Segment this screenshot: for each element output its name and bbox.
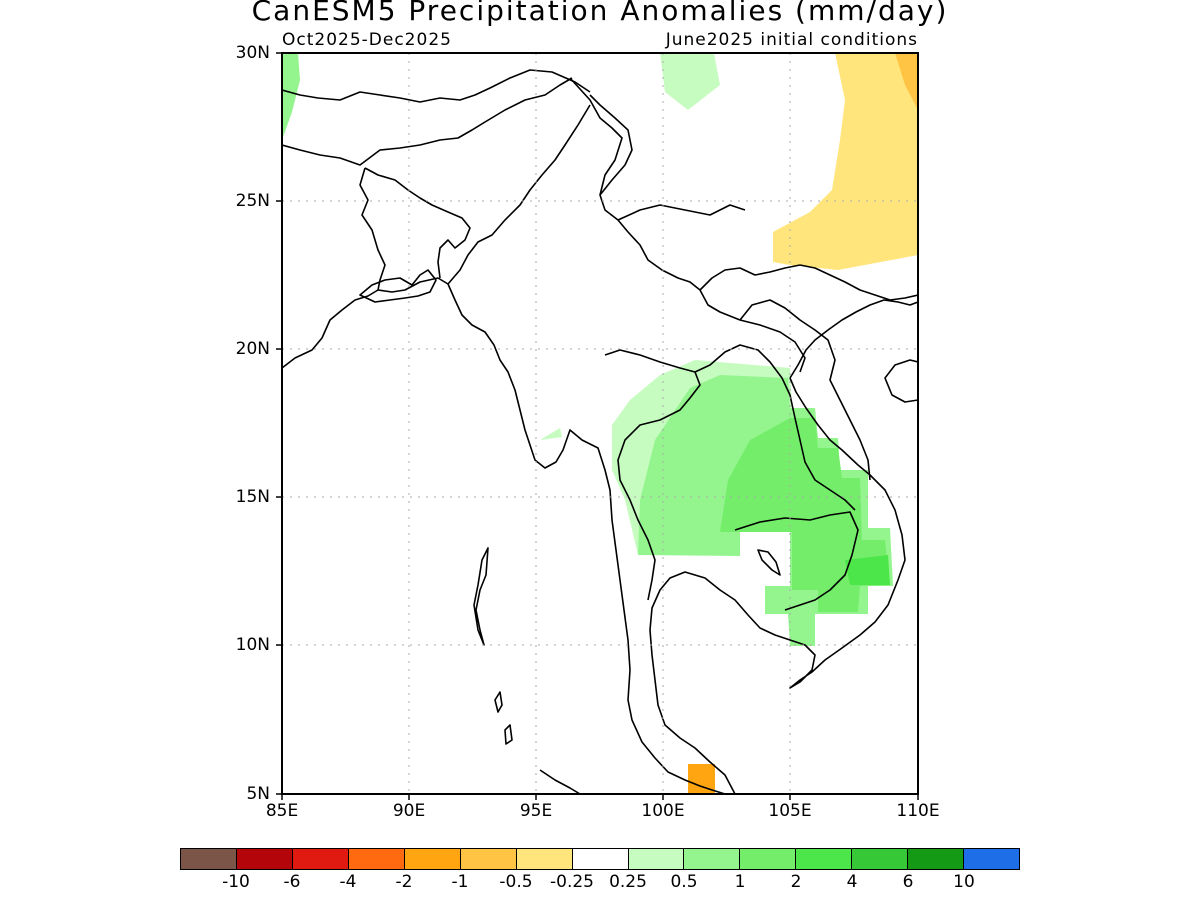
negative-anomaly-strong-region [688,764,715,794]
colorbar-swatch [908,849,965,869]
border-laos-vietnam [739,299,871,481]
lat-tick-label: 5N [246,784,270,804]
coastline-gulf-of-thailand [649,377,906,794]
colorbar-label: 0.25 [609,872,647,892]
colorbar-label: 0.5 [670,872,698,892]
positive-anomaly-weak-region [540,428,562,440]
colorbar-swatch [964,849,1020,869]
border-china-laos [699,264,801,291]
colorbar-swatch [181,849,237,869]
lon-tick-label: 100E [641,801,685,821]
colorbar-swatch [460,849,517,869]
coastline-nicobar-islands [494,691,513,745]
lon-tick-label: 85E [265,801,299,821]
border-yunnan [617,204,746,221]
lat-tick-label: 25N [235,191,270,211]
colorbar-swatch [236,849,293,869]
lat-tick-label: 30N [235,43,270,63]
border-nepal-bhutan [282,77,573,166]
coastline-ganges-delta [359,269,437,303]
colorbar-label: -4 [339,872,357,892]
lon-tick-label: 90E [392,801,426,821]
negative-anomaly-moderate-region [895,53,918,110]
colorbar-swatch [292,849,349,869]
coastline-tonle-sap [757,549,781,576]
coastline-gulf-of-tonkin [789,299,918,379]
colorbar-swatch [684,849,741,869]
lat-tick-label: 15N [235,487,270,507]
coastline-hainan [884,359,918,403]
coastlines-and-borders [282,69,918,794]
positive-anomaly-light-region [660,53,720,110]
positive-anomaly-strongest-region [845,555,890,585]
border-cambodia [734,511,859,611]
initial-conditions: June2025 initial conditions [665,30,918,50]
border-himalaya-north [282,69,591,103]
lat-tick-label: 10N [235,635,270,655]
tick-marks [276,52,919,800]
colorbar-swatch [740,849,797,869]
border-china-inner [589,94,633,196]
colorbar-swatch [404,849,461,869]
colorbar-swatch [572,849,629,869]
colorbar-label: 6 [902,872,914,892]
colorbar-label: -1 [451,872,469,892]
lon-tick-label: 95E [519,801,553,821]
lon-tick-label: 105E [768,801,812,821]
coastline-south-china [799,264,918,301]
colorbar-label: 10 [953,872,975,892]
colorbar-swatch [628,849,685,869]
graticule [282,53,918,794]
colorbar-swatch [348,849,405,869]
colorbar-label: 4 [846,872,858,892]
colorbar [180,848,1020,870]
positive-anomaly-light-region [282,53,300,140]
colorbar-label: -0.5 [499,872,533,892]
map-title: CanESM5 Precipitation Anomalies (mm/day) [251,0,949,27]
border-india-bangladesh-west [359,167,386,291]
colorbar-swatch [852,849,909,869]
border-myanmar-thailand [604,349,701,601]
forecast-period: Oct2025-Dec2025 [282,30,452,50]
colorbar-swatch [516,849,573,869]
colorbar-label: -10 [222,872,250,892]
border-thailand-laos [694,344,856,511]
colorbar-label: -0.25 [550,872,594,892]
lat-tick-label: 20N [235,339,270,359]
colorbar-label: 1 [734,872,746,892]
negative-anomaly-weak-region [773,53,918,270]
border-bangladesh [364,167,471,279]
map-frame [281,52,919,795]
coastline-sumatra-tip [539,769,581,794]
border-myanmar-india [447,104,591,285]
colorbar-label: -2 [395,872,413,892]
lon-tick-label: 110E [896,801,940,821]
border-myanmar-china [569,77,806,373]
anomaly-shading [282,53,918,794]
coastline-andaman-islands [473,547,489,646]
colorbar-swatch [796,849,853,869]
colorbar-label: 2 [790,872,802,892]
colorbar-label: -6 [283,872,301,892]
